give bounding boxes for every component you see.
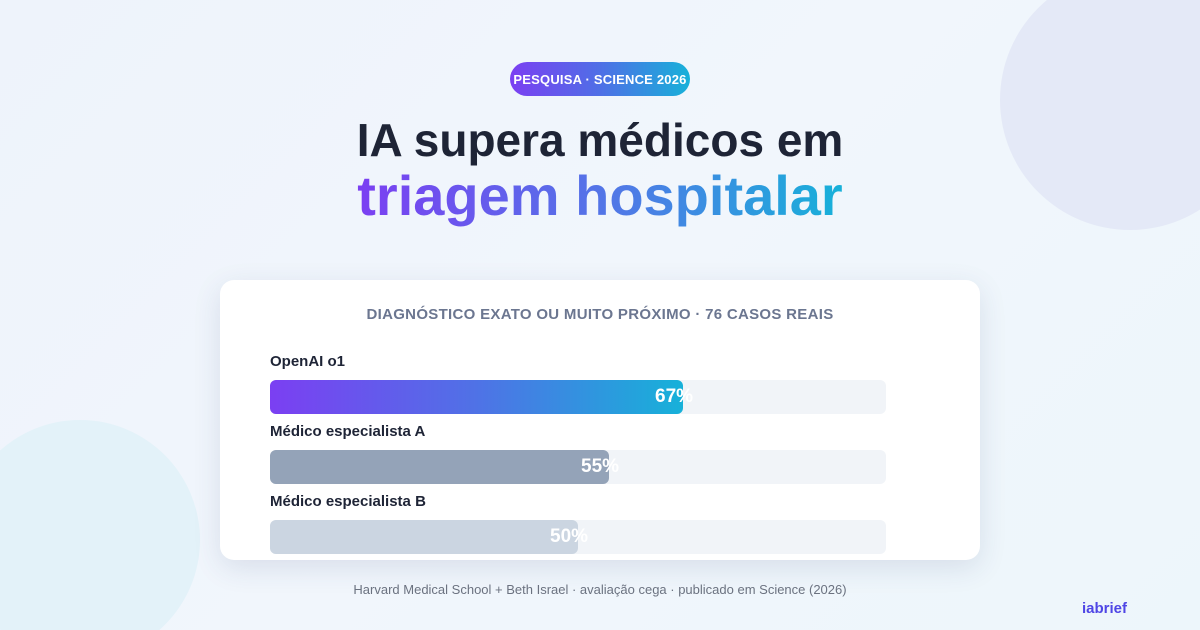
bar-row: OpenAI o1 67% — [270, 352, 886, 414]
bar-row: Médico especialista B 50% — [270, 492, 886, 554]
headline-line-1: IA supera médicos em — [356, 114, 844, 166]
bar-category-label: Médico especialista B — [270, 493, 426, 510]
bar-track: 67% — [270, 380, 886, 414]
bar-value-label: 50% — [550, 526, 589, 547]
chart-card: DIAGNÓSTICO EXATO OU MUITO PRÓXIMO · 76 … — [220, 280, 980, 560]
bar — [270, 520, 578, 554]
brand-logo-text: iabrief — [1082, 600, 1128, 617]
bar-track: 50% — [270, 520, 886, 554]
headline-highlight: triagem hospitalar — [357, 164, 843, 227]
decorative-circle-bottom-left — [0, 420, 200, 630]
source-caption: Harvard Medical School + Beth Israel · a… — [353, 582, 847, 597]
headline-line-2: triagem hospitalar — [0, 164, 1200, 228]
bar-value-label: 55% — [581, 456, 620, 477]
bar — [270, 450, 609, 484]
chart-title: DIAGNÓSTICO EXATO OU MUITO PRÓXIMO · 76 … — [366, 306, 834, 323]
bar-row: Médico especialista A 55% — [270, 422, 886, 484]
category-badge: PESQUISA · SCIENCE 2026 — [510, 62, 690, 96]
bar-track: 55% — [270, 450, 886, 484]
bar-category-label: OpenAI o1 — [270, 353, 346, 370]
bar — [270, 380, 683, 414]
bar-value-label: 67% — [655, 386, 694, 407]
bar-category-label: Médico especialista A — [270, 423, 426, 440]
